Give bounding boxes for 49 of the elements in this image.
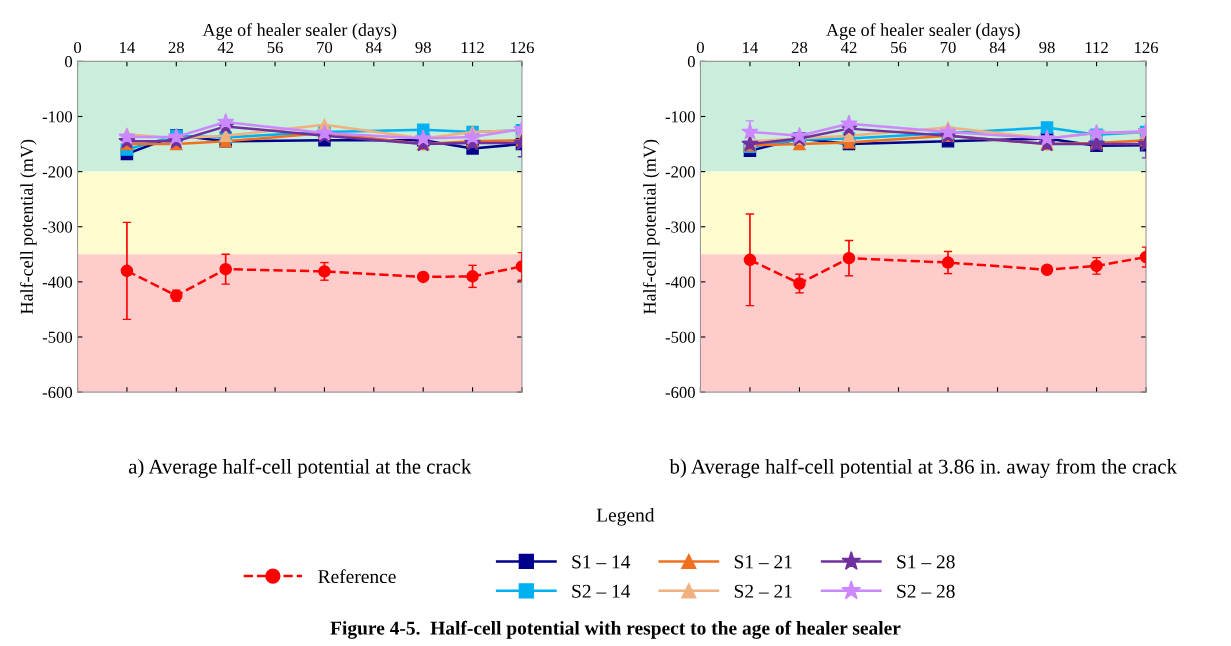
y-tick-label: -100	[42, 111, 73, 123]
x-tick-label: 0	[74, 41, 82, 54]
y-tick-label: -400	[665, 276, 695, 288]
legend-label: S1 – 28	[897, 555, 955, 569]
x-tick-label: 28	[791, 41, 808, 54]
legend-label: S2 – 14	[572, 584, 631, 598]
x-tick-label: 126	[510, 41, 534, 54]
legend-label: S2 – 21	[734, 584, 792, 598]
y-axis-title: Half-cell potential (mV)	[20, 139, 37, 314]
x-tick-label: 70	[317, 41, 333, 54]
y-tick-label: -500	[42, 331, 73, 343]
x-tick-label: 42	[840, 41, 857, 53]
x-tick-label: 42	[217, 41, 234, 53]
caption: Figure 4-5. Half-cell potential with respect to the age of healer sealer	[330, 620, 901, 639]
x-tick-label: 84	[366, 41, 382, 54]
y-tick-label: -500	[665, 331, 695, 343]
legend-label: S2 – 28	[897, 584, 955, 598]
x-tick-label: 98	[1039, 41, 1055, 54]
legend-label: S1 – 14	[572, 555, 631, 569]
x-tick-label: 0	[696, 41, 704, 54]
x-tick-label: 98	[415, 41, 431, 54]
y-axis-title: Half-cell potential (mV)	[642, 139, 660, 314]
x-tick-label: 126	[1135, 41, 1159, 54]
y-tick-label: -200	[665, 166, 695, 178]
x-tick-label: 56	[891, 41, 907, 54]
x-axis-title: Age of healer sealer (days)	[826, 23, 1020, 40]
x-tick-label: 14	[120, 41, 135, 53]
y-tick-label: 0	[64, 56, 73, 68]
x-tick-label: 14	[743, 41, 759, 53]
y-tick-label: -300	[42, 221, 73, 233]
y-tick-label: -400	[42, 276, 73, 288]
legend-label: Reference	[318, 569, 396, 584]
x-axis-title: Age of healer sealer (days)	[202, 23, 397, 40]
y-tick-label: -600	[665, 386, 695, 399]
y-tick-label: -100	[665, 111, 695, 123]
text: b) Average half-cell potential at 3.86 in. away from the crack	[669, 458, 1177, 478]
x-tick-label: 112	[1085, 41, 1108, 53]
y-tick-label: 0	[687, 56, 695, 68]
legend-title: Legend	[596, 507, 655, 526]
legend-label: S1 – 21	[734, 555, 792, 569]
x-tick-label: 56	[267, 41, 283, 54]
x-tick-label: 70	[940, 41, 956, 54]
x-tick-label: 28	[168, 41, 184, 54]
y-tick-label: -200	[42, 166, 73, 178]
text: a) Average half-cell potential at the crack	[128, 458, 472, 478]
x-tick-label: 112	[461, 41, 484, 53]
y-tick-label: -300	[665, 221, 695, 233]
y-tick-label: -600	[42, 386, 73, 399]
x-tick-label: 84	[989, 41, 1006, 54]
